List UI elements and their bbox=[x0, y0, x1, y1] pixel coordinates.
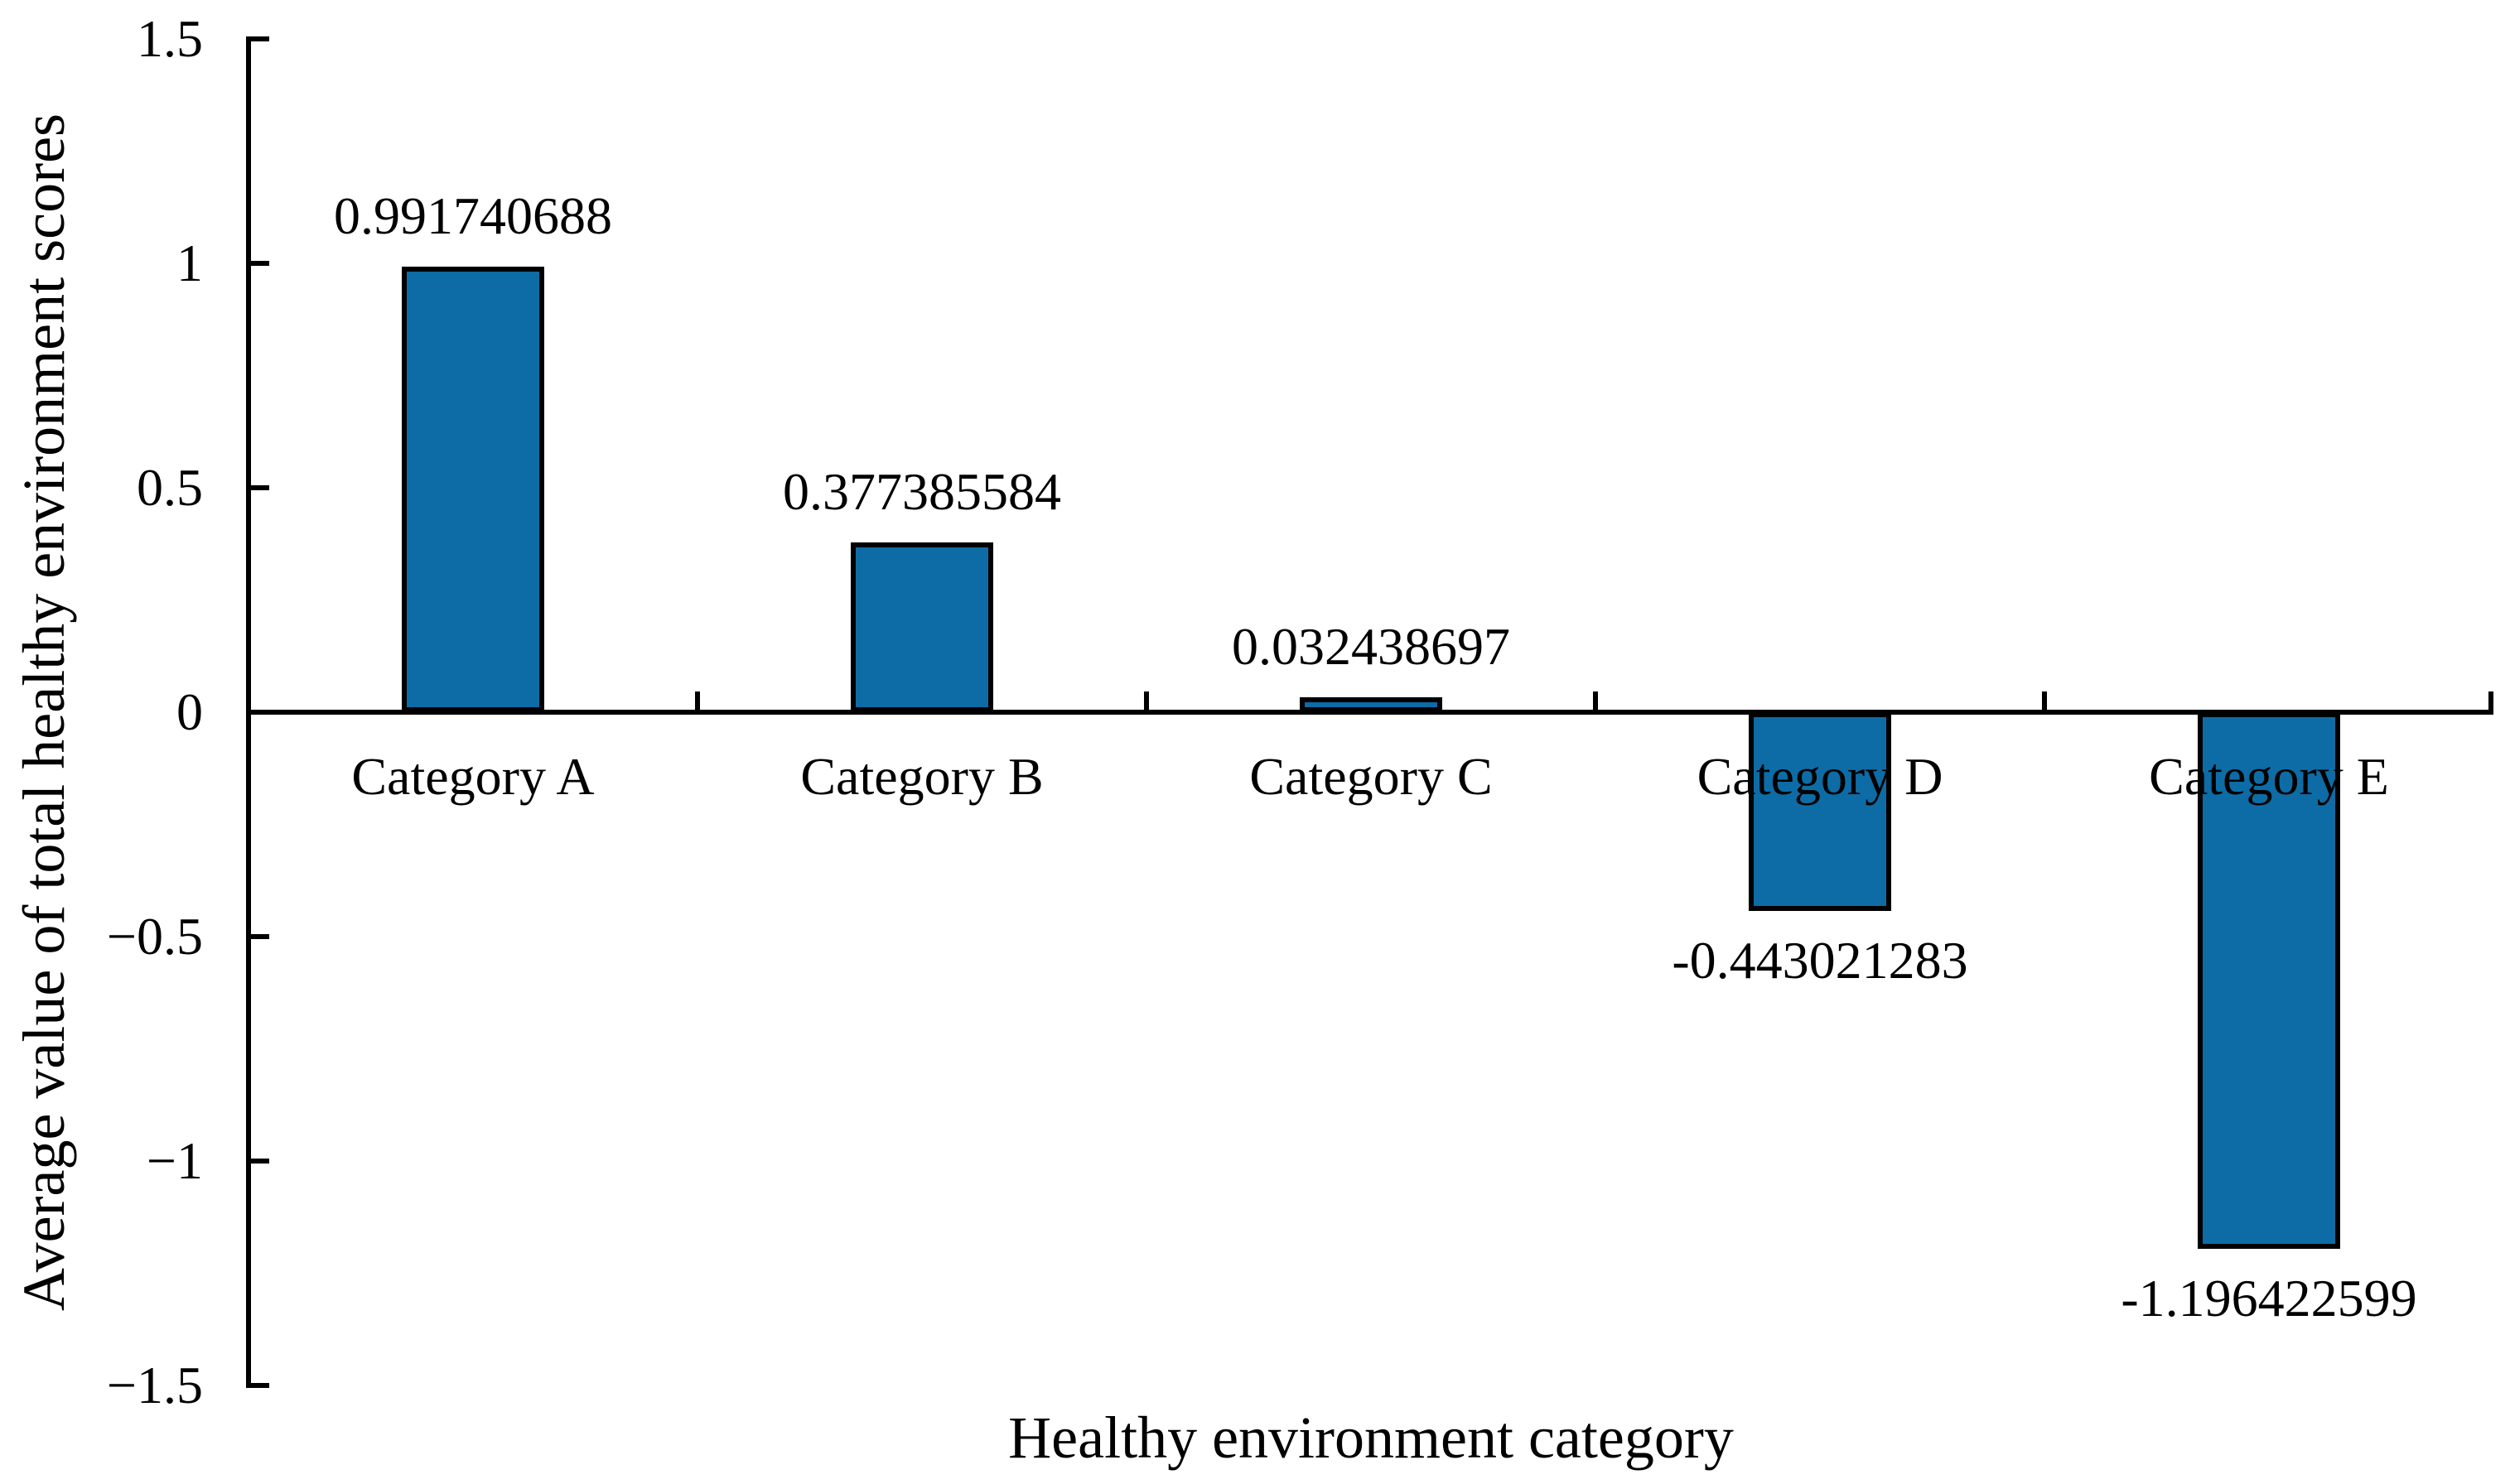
y-tick bbox=[251, 934, 269, 939]
data-label-category-e: -1.196422599 bbox=[2121, 1269, 2417, 1328]
y-tick-label: 0 bbox=[176, 682, 203, 741]
bar-category-d bbox=[1749, 712, 1891, 912]
x-tick-label-category-c: Category C bbox=[1249, 747, 1493, 806]
y-tick-label: −1.5 bbox=[106, 1356, 203, 1414]
x-tick-label-category-d: Category D bbox=[1697, 747, 1943, 806]
x-axis-title: Healthy environment category bbox=[1008, 1404, 1734, 1471]
y-tick-label: 1 bbox=[176, 234, 203, 292]
y-tick-label: −1 bbox=[146, 1131, 203, 1190]
x-tick-label-category-e: Category E bbox=[2149, 747, 2389, 806]
bar-category-e bbox=[2198, 712, 2340, 1250]
y-tick bbox=[251, 1159, 269, 1164]
x-tick-label-category-b: Category B bbox=[800, 747, 1044, 806]
data-label-category-b: 0.377385584 bbox=[783, 462, 1061, 522]
data-label-category-d: -0.443021283 bbox=[1672, 931, 1968, 990]
y-tick bbox=[251, 485, 269, 490]
x-tick bbox=[695, 691, 700, 710]
y-tick bbox=[251, 36, 269, 41]
x-axis-end-tick bbox=[2488, 691, 2493, 715]
bar-category-b bbox=[851, 542, 993, 712]
y-tick bbox=[251, 261, 269, 266]
y-tick-label: 0.5 bbox=[137, 458, 203, 517]
data-label-category-c: 0.032438697 bbox=[1232, 617, 1510, 677]
bar-category-a bbox=[402, 267, 544, 712]
y-tick-label: −0.5 bbox=[106, 907, 203, 966]
x-tick bbox=[1593, 691, 1598, 710]
x-tick bbox=[2042, 691, 2047, 710]
y-tick bbox=[251, 1383, 269, 1388]
x-axis-line bbox=[246, 710, 2493, 715]
x-tick-label-category-a: Category A bbox=[351, 747, 595, 806]
data-label-category-a: 0.991740688 bbox=[334, 186, 612, 246]
x-tick bbox=[1144, 691, 1149, 710]
y-tick-label: 1.5 bbox=[137, 9, 203, 68]
